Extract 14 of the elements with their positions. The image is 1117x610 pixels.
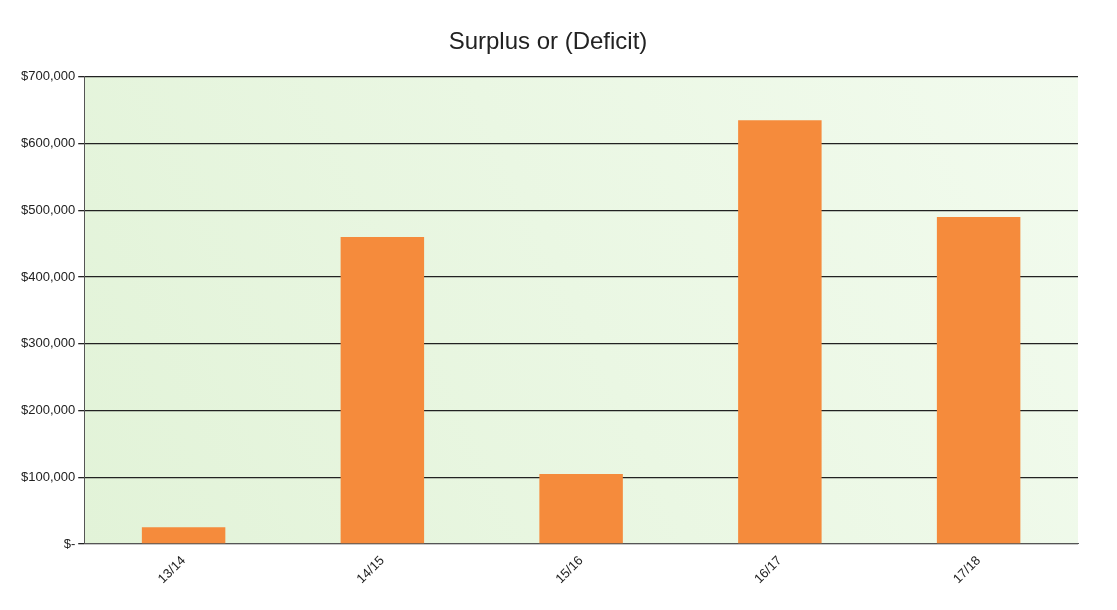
y-tick-label: $500,000 <box>20 201 76 217</box>
bar <box>141 527 226 544</box>
y-tick-label: $600,000 <box>20 135 76 151</box>
chart-title: Surplus or (Deficit) <box>448 27 648 55</box>
y-tick-label: $700,000 <box>20 68 76 84</box>
bar <box>936 216 1021 544</box>
y-tick-label: $300,000 <box>20 335 76 351</box>
y-tick-label: $400,000 <box>20 268 76 284</box>
y-tick-label: $- <box>63 535 76 551</box>
bar <box>539 473 623 544</box>
y-tick-label: $100,000 <box>20 468 76 484</box>
bar <box>738 120 822 544</box>
bar <box>340 236 425 544</box>
y-tick-label: $200,000 <box>20 402 76 418</box>
